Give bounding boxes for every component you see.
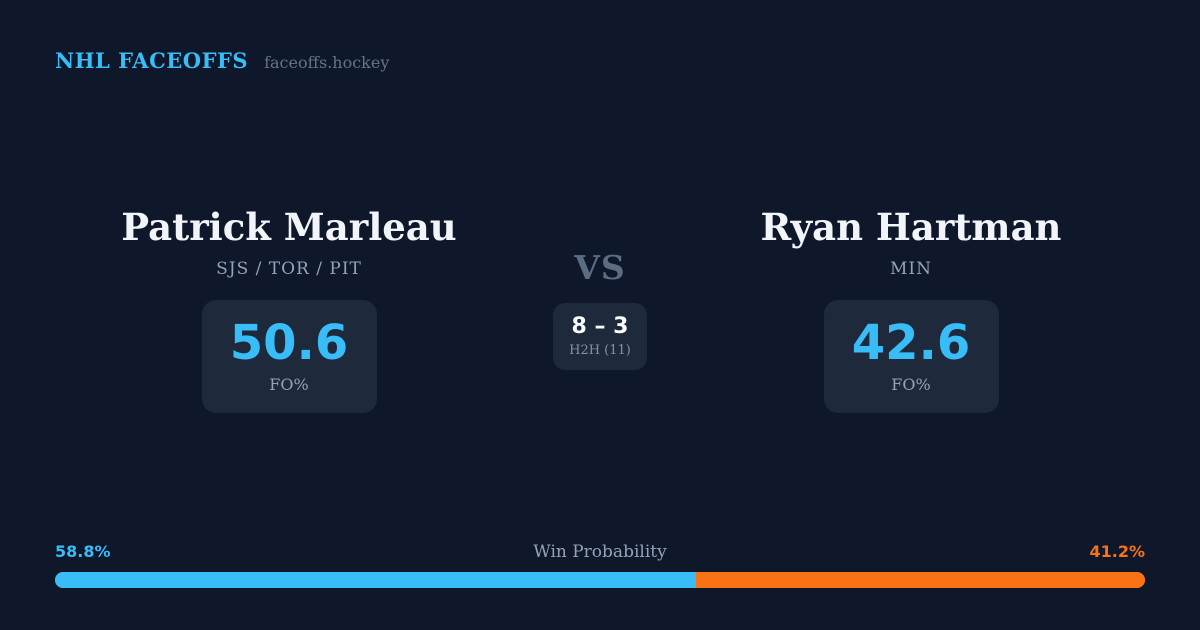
matchup-center: VS 8 – 3 H2H (11) <box>540 251 660 370</box>
player-card-left: Patrick Marleau SJS / TOR / PIT 50.6 FO% <box>104 207 474 413</box>
fo-value-left: 50.6 <box>229 314 349 371</box>
win-probability-right-pct: 41.2% <box>1089 542 1145 561</box>
fo-label-left: FO% <box>269 374 309 394</box>
player-teams-right: MIN <box>890 258 932 279</box>
win-probability-title: Win Probability <box>533 542 667 562</box>
vs-label: VS <box>574 248 626 287</box>
h2h-label: H2H (11) <box>569 342 631 358</box>
fo-stat-card-left: 50.6 FO% <box>201 299 377 413</box>
site-url: faceoffs.hockey <box>264 53 390 72</box>
h2h-score: 8 – 3 <box>571 313 629 339</box>
win-probability-bar <box>55 572 1145 588</box>
player-card-right: Ryan Hartman MIN 42.6 FO% <box>726 207 1096 413</box>
win-probability-left-pct: 58.8% <box>55 542 111 561</box>
fo-label-right: FO% <box>891 374 931 394</box>
player-name-left: Patrick Marleau <box>121 205 457 249</box>
brand-title: NHL FACEOFFS <box>55 48 249 73</box>
fo-value-right: 42.6 <box>851 314 971 371</box>
header: NHL FACEOFFS faceoffs.hockey <box>55 48 389 73</box>
player-name-right: Ryan Hartman <box>760 205 1062 249</box>
fo-stat-card-right: 42.6 FO% <box>823 299 999 413</box>
winprob-bar-left <box>55 572 696 588</box>
win-probability-section: 58.8% Win Probability 41.2% <box>55 542 1145 588</box>
win-probability-labels: 58.8% Win Probability 41.2% <box>55 542 1145 562</box>
player-teams-left: SJS / TOR / PIT <box>216 258 362 279</box>
winprob-bar-right <box>695 572 1145 588</box>
h2h-card: 8 – 3 H2H (11) <box>553 303 647 370</box>
